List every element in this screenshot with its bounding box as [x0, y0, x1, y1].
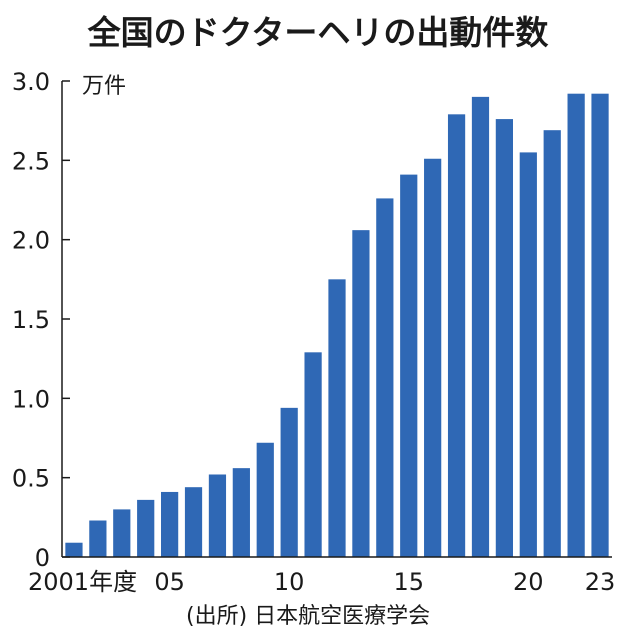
bar-6 [208, 474, 227, 557]
bar-3 [137, 499, 155, 557]
bar-15 [424, 158, 442, 557]
bar-22 [591, 93, 609, 557]
y-tick-label-6: 3.0 [12, 68, 50, 96]
y-tick-label-4: 2.0 [12, 227, 50, 255]
x-tick-label-0: 2001年度 [28, 568, 137, 596]
bar-17 [471, 96, 490, 558]
y-tick-label-0: 0 [35, 544, 50, 572]
y-tick-label-2: 1.0 [12, 385, 50, 413]
bar-12 [352, 230, 370, 557]
bar-5 [184, 487, 203, 557]
bar-13 [376, 198, 394, 557]
bar-19 [519, 152, 537, 557]
y-axis: 0 0.5 1.0 1.5 2.0 2.5 3.0 [12, 68, 70, 572]
bar-2 [113, 509, 131, 557]
x-tick-label-4: 20 [513, 568, 544, 596]
bar-10 [304, 352, 322, 557]
bar-1 [89, 520, 107, 557]
chart-title: 全国のドクターヘリの出動件数 [87, 13, 549, 52]
x-tick-label-1: 05 [154, 568, 185, 596]
bars-group [65, 93, 609, 558]
bar-0 [65, 542, 83, 557]
y-tick-label-3: 1.5 [12, 306, 50, 334]
bar-14 [400, 174, 418, 558]
x-tick-label-3: 15 [393, 568, 424, 596]
y-axis-unit: 万件 [82, 74, 127, 99]
bar-21 [567, 93, 585, 557]
x-tick-label-5: 23 [585, 568, 616, 596]
bar-4 [161, 491, 179, 557]
bar-7 [232, 468, 250, 557]
bar-11 [328, 279, 346, 557]
bar-18 [495, 119, 513, 557]
bar-8 [256, 442, 274, 557]
y-tick-label-5: 2.5 [12, 147, 50, 175]
source-note: (出所) 日本航空医療学会 [186, 604, 431, 629]
bar-20 [543, 130, 561, 557]
x-axis: 2001年度 05 10 15 20 23 [28, 556, 616, 596]
bar-9 [280, 407, 298, 557]
x-tick-label-2: 10 [274, 568, 305, 596]
bar-16 [447, 114, 466, 557]
y-tick-label-1: 0.5 [12, 465, 50, 493]
